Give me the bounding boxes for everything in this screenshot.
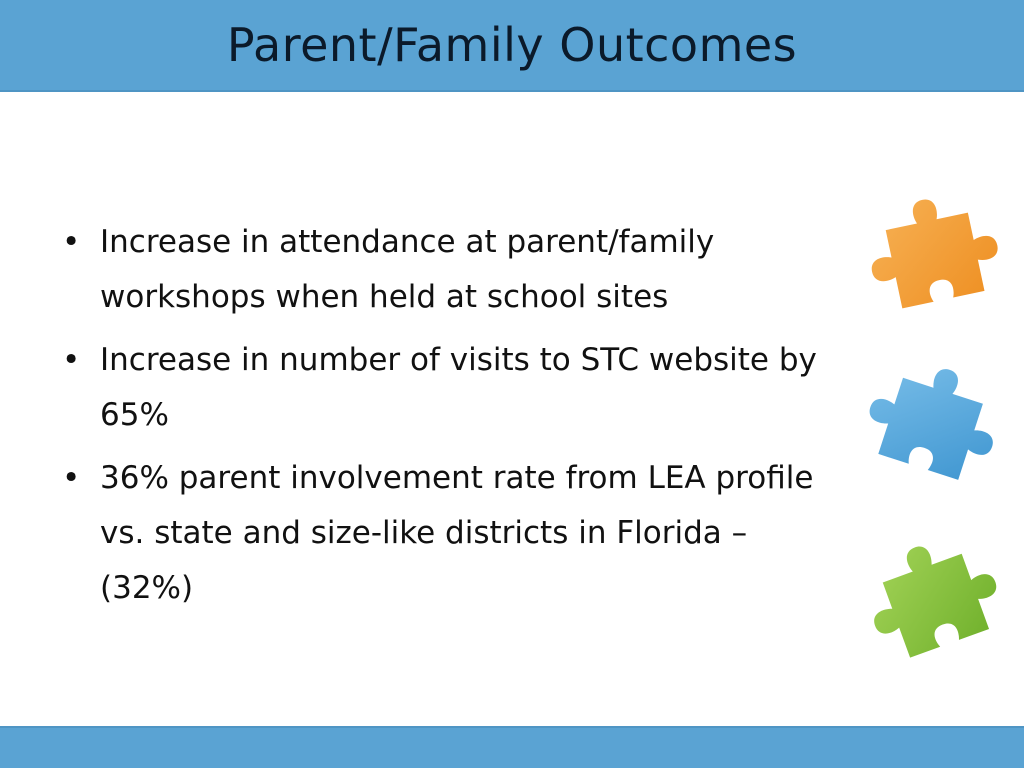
footer-banner — [0, 726, 1024, 768]
green-puzzle-piece-icon — [874, 546, 997, 658]
bullet-icon: • — [62, 460, 81, 496]
blue-puzzle-piece-icon — [869, 369, 993, 480]
bullet-text: Increase in attendance at parent/family … — [100, 224, 715, 315]
bullet-item: • Increase in attendance at parent/famil… — [60, 215, 820, 325]
title-banner: Parent/Family Outcomes — [0, 0, 1024, 92]
bullet-list: • Increase in attendance at parent/famil… — [60, 215, 820, 624]
bullet-text: 36% parent involvement rate from LEA pro… — [100, 460, 814, 606]
bullet-icon: • — [62, 224, 81, 260]
bullet-item: • 36% parent involvement rate from LEA p… — [60, 451, 820, 616]
bullet-item: • Increase in number of visits to STC we… — [60, 333, 820, 443]
orange-puzzle-piece-icon — [871, 199, 998, 309]
bullet-text: Increase in number of visits to STC webs… — [100, 342, 817, 433]
slide-title: Parent/Family Outcomes — [226, 18, 798, 72]
bullet-icon: • — [62, 342, 81, 378]
